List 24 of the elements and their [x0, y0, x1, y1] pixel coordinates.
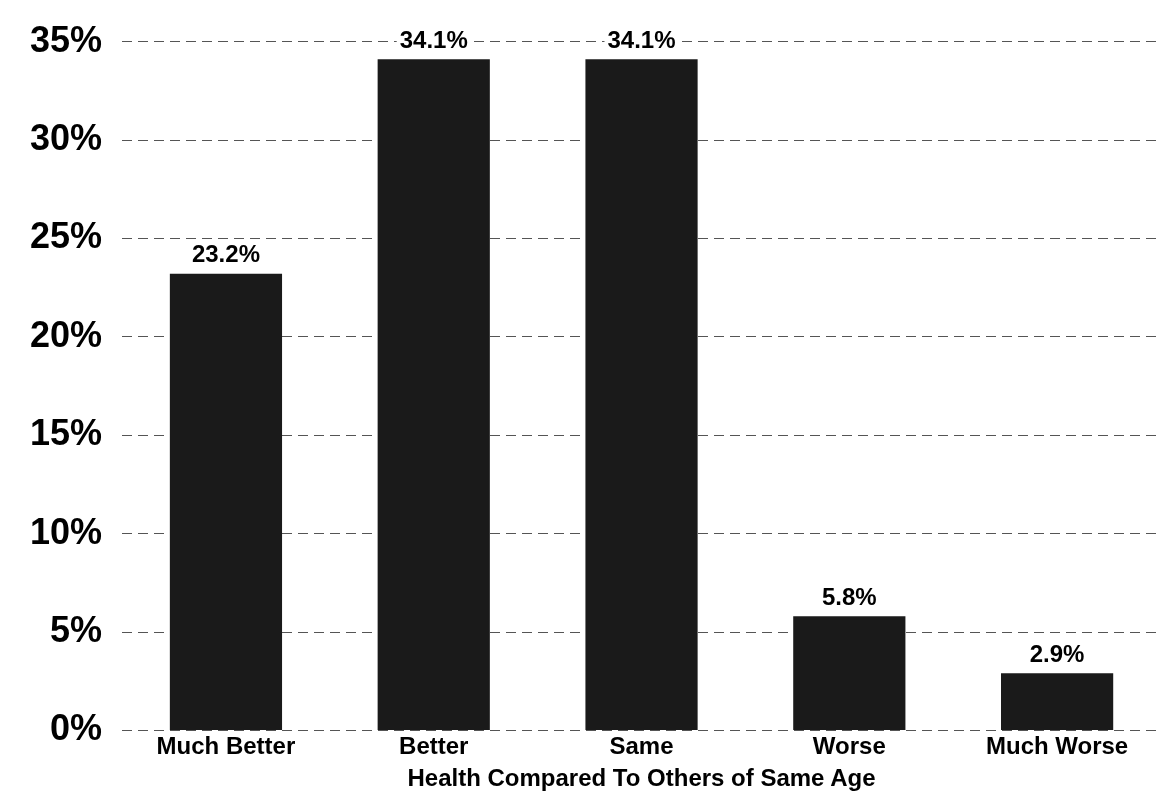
x-axis-title: Health Compared To Others of Same Age — [407, 764, 876, 792]
y-tick-label: 5% — [50, 608, 103, 650]
bar — [585, 59, 698, 730]
x-tick-label: Worse — [812, 732, 886, 760]
x-tick-label: Same — [609, 732, 674, 760]
bar — [169, 273, 283, 730]
bar — [1001, 673, 1114, 730]
x-tick-label: Much Worse — [985, 732, 1129, 760]
data-label: 2.9% — [1029, 639, 1085, 667]
y-tick-label: 30% — [29, 116, 103, 158]
data-label: 34.1% — [607, 25, 676, 53]
y-tick-label: 0% — [50, 707, 103, 749]
data-label: 34.1% — [399, 25, 468, 53]
y-tick-label: 25% — [29, 215, 103, 257]
y-tick-label: 35% — [29, 18, 103, 60]
y-tick-label: 10% — [29, 510, 103, 552]
y-tick-label: 15% — [29, 412, 103, 454]
data-label: 23.2% — [191, 240, 260, 268]
y-tick-label: 20% — [29, 313, 103, 355]
bar — [377, 59, 490, 730]
x-tick-label: Much Better — [156, 732, 296, 760]
x-tick-label: Better — [399, 732, 469, 760]
data-label: 5.8% — [821, 582, 877, 610]
bar — [793, 616, 906, 730]
